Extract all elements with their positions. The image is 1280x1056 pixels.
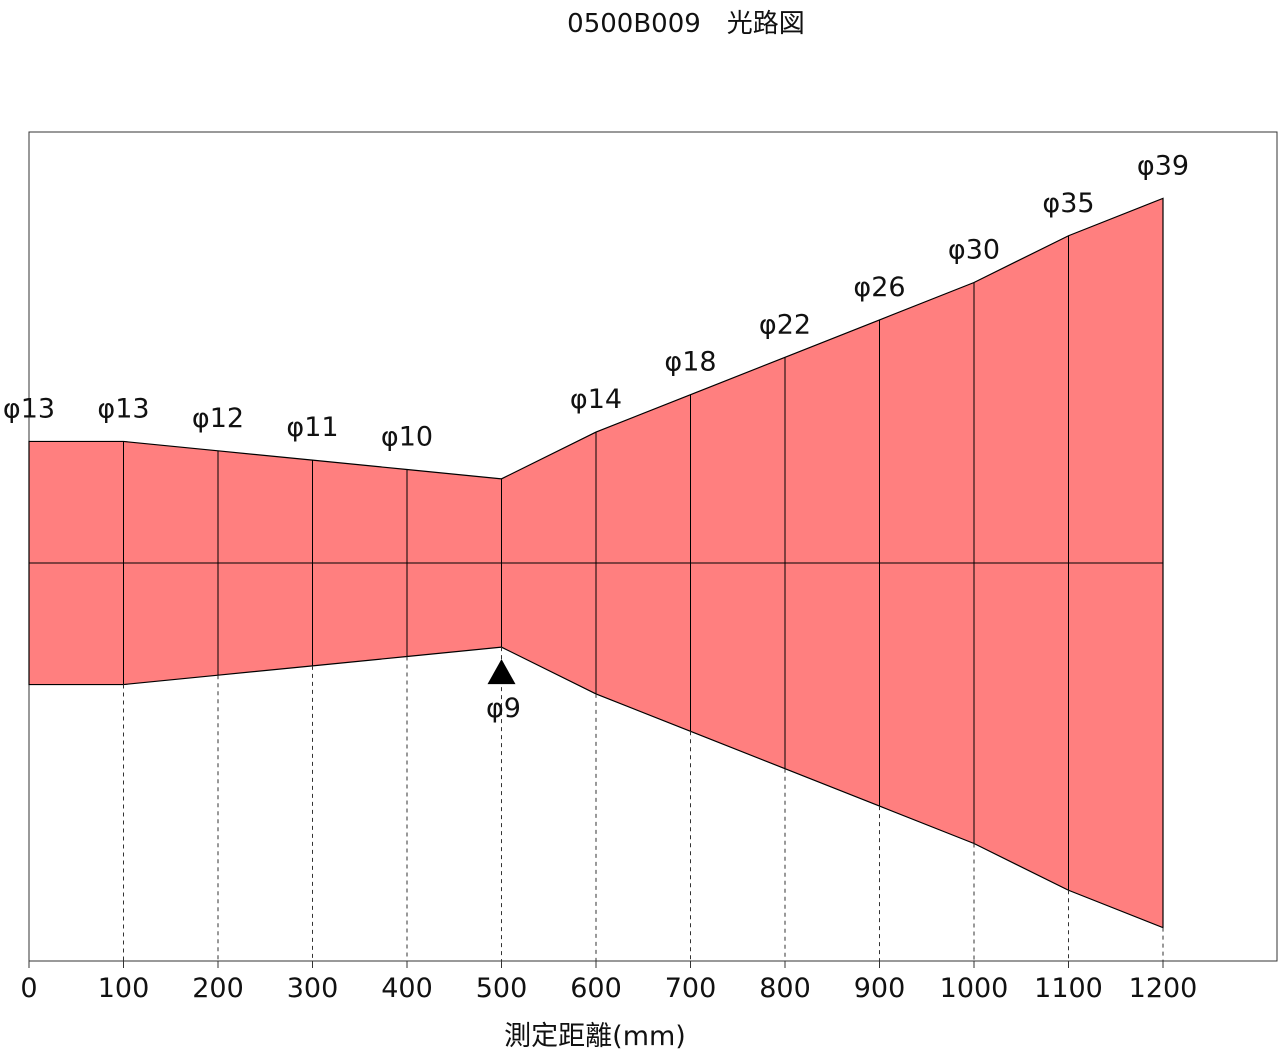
focus-marker-icon — [487, 659, 516, 685]
diameter-label: φ13 — [3, 393, 55, 424]
x-tick-label: 1100 — [1034, 973, 1103, 1004]
x-tick-label: 500 — [476, 973, 528, 1004]
diameter-label: φ12 — [192, 403, 244, 434]
x-tick-label: 1200 — [1129, 973, 1198, 1004]
x-tick-label: 700 — [665, 973, 717, 1004]
x-tick-label: 800 — [759, 973, 811, 1004]
diameter-label: φ26 — [853, 272, 905, 303]
x-axis: 0 100 200 300 400 500 600 700 800 900 1000 1100 1200 — [20, 960, 1277, 1004]
x-tick-label: 300 — [287, 973, 339, 1004]
x-tick-label: 100 — [98, 973, 150, 1004]
diameter-label: φ10 — [381, 422, 433, 453]
x-tick-label: 900 — [854, 973, 906, 1004]
x-tick-label: 400 — [381, 973, 433, 1004]
diameter-label: φ30 — [948, 235, 1000, 266]
focus-diameter-label: φ9 — [486, 693, 521, 724]
guide-layer — [123, 647, 1164, 961]
diameter-label: φ14 — [570, 384, 622, 415]
x-tick-label: 0 — [20, 973, 37, 1004]
x-tick-label: 200 — [192, 973, 244, 1004]
chart-title: 0500B009 光路図 — [567, 9, 805, 39]
diameter-label: φ39 — [1137, 150, 1189, 181]
beam-layer — [28, 197, 1164, 929]
diameter-label: φ13 — [97, 393, 149, 424]
diameter-label: φ35 — [1042, 188, 1094, 219]
x-tick-label: 600 — [570, 973, 622, 1004]
diameter-label: φ22 — [759, 309, 811, 340]
diameter-label: φ18 — [664, 347, 716, 378]
label-layer: φ13 φ13 φ12 φ11 φ10 φ14 φ18 φ22 φ26 φ30 φ35 φ39 φ9 — [3, 150, 1189, 724]
x-axis-label: 測定距離(mm) — [504, 1021, 686, 1052]
x-tick-label: 1000 — [940, 973, 1009, 1004]
diameter-label: φ11 — [286, 412, 338, 443]
